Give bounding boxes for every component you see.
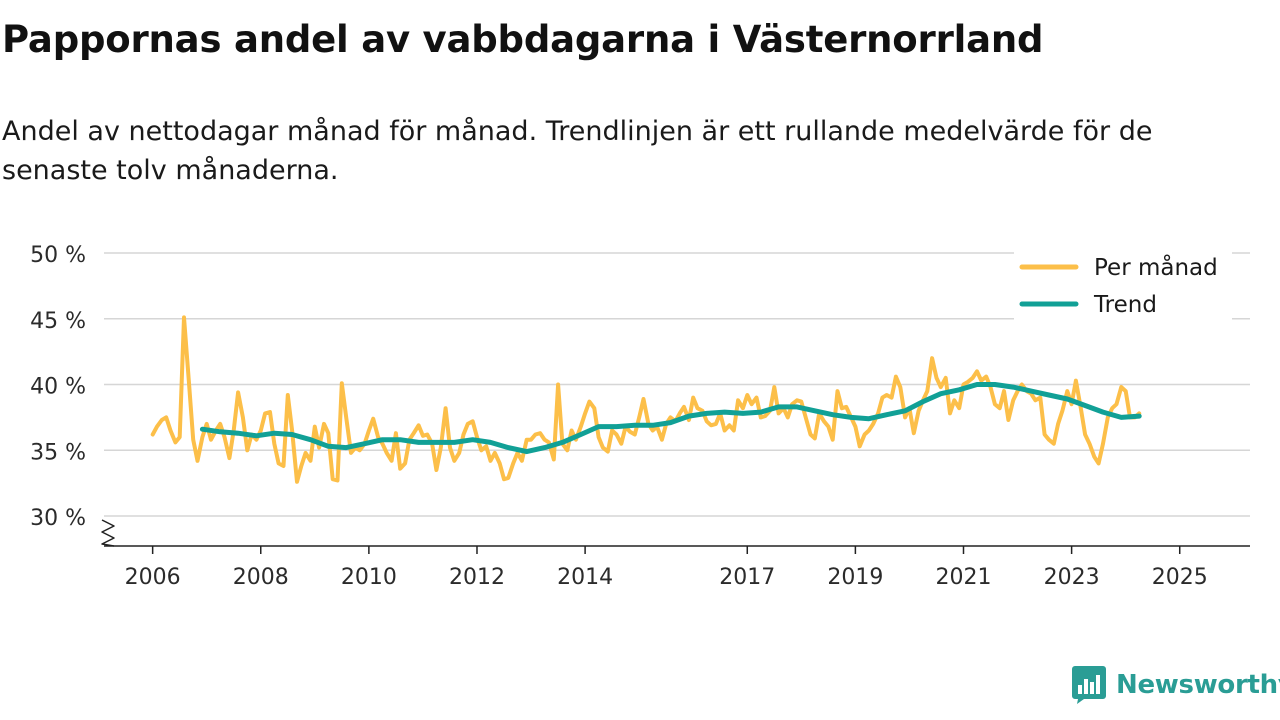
brand-logo: Newsworthy: [1072, 664, 1280, 706]
x-tick-label: 2012: [449, 565, 505, 590]
x-tick-label: 2025: [1152, 565, 1208, 590]
legend: Per månad Trend: [1014, 245, 1232, 321]
chart-title: Pappornas andel av vabbdagarna i Västern…: [2, 18, 1044, 61]
x-tick-label: 2014: [557, 565, 613, 590]
y-tick-label: 45 %: [30, 309, 86, 334]
y-tick-label: 40 %: [30, 375, 86, 400]
series-points-per-manad: [152, 317, 1140, 482]
legend-label: Trend: [1093, 292, 1157, 318]
x-tick-label: 2021: [936, 565, 992, 590]
x-tick-label: 2006: [125, 565, 181, 590]
axis-break-icon: [101, 519, 115, 547]
x-tick-label: 2023: [1044, 565, 1100, 590]
brand-name: Newsworthy: [1116, 670, 1280, 700]
x-tick-label: 2010: [341, 565, 397, 590]
series-line-per-manad: [150, 315, 1142, 484]
y-tick-label: 35 %: [30, 440, 86, 465]
y-tick-label: 50 %: [30, 243, 86, 268]
line-chart: 30 % 35 % 40 % 45 % 50 % 2006 2008 2010 2012 2014…: [30, 243, 1250, 590]
series-points-trend: [202, 384, 1140, 452]
newsworthy-logo-icon: [1072, 666, 1106, 704]
legend-background: [1014, 245, 1232, 321]
chart-subtitle: Andel av nettodagar månad för månad. Tre…: [2, 116, 1153, 186]
legend-label: Per månad: [1094, 253, 1218, 281]
x-tick-label: 2008: [233, 565, 289, 590]
x-tick-label: 2017: [719, 565, 775, 590]
x-tick-label: 2019: [827, 565, 883, 590]
y-tick-label: 30 %: [30, 506, 86, 531]
